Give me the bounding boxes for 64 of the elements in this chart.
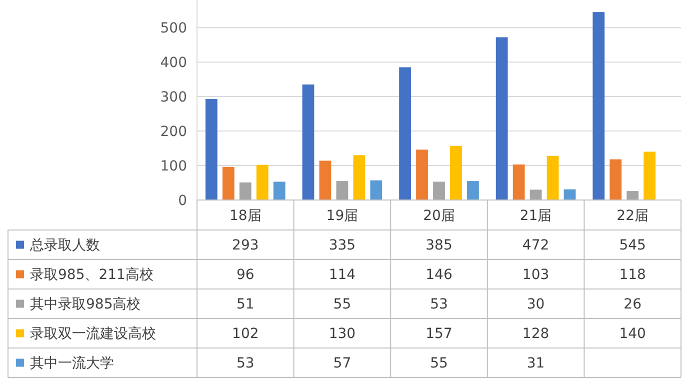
bar bbox=[205, 98, 218, 200]
data-label: 55 bbox=[333, 296, 352, 313]
data-label: 55 bbox=[430, 356, 448, 372]
data-label: 51 bbox=[236, 296, 254, 313]
data-label: 53 bbox=[430, 296, 448, 313]
bar bbox=[530, 190, 542, 200]
data-label: 102 bbox=[232, 326, 259, 342]
bar bbox=[222, 166, 234, 200]
data-label: 146 bbox=[426, 267, 452, 284]
bar bbox=[626, 191, 639, 200]
legend-label: 录取双一流建设高校 bbox=[30, 326, 156, 342]
data-label: 157 bbox=[426, 326, 452, 342]
x-tick-label: 18届 bbox=[229, 208, 262, 224]
data-label: 26 bbox=[624, 296, 642, 313]
bar bbox=[512, 164, 525, 200]
x-tick-label: 22届 bbox=[616, 208, 649, 224]
legend-label: 录取985、211高校 bbox=[30, 267, 154, 284]
y-tick-label: 200 bbox=[160, 124, 187, 140]
data-label: 30 bbox=[526, 296, 545, 313]
y-tick-label: 300 bbox=[160, 89, 187, 106]
data-label: 385 bbox=[426, 238, 452, 254]
bar bbox=[564, 189, 576, 200]
legend-label: 总录取人数 bbox=[29, 238, 100, 254]
data-label: 140 bbox=[619, 326, 646, 342]
data-label: 31 bbox=[526, 356, 545, 372]
bar bbox=[399, 67, 411, 200]
data-label: 53 bbox=[236, 356, 254, 372]
bar bbox=[302, 84, 314, 200]
data-label: 96 bbox=[236, 267, 254, 284]
data-label: 114 bbox=[328, 267, 356, 284]
y-tick-label: 100 bbox=[160, 158, 187, 174]
data-label: 335 bbox=[328, 238, 356, 254]
data-label: 103 bbox=[522, 267, 550, 284]
legend-label: 其中录取985高校 bbox=[30, 296, 141, 313]
x-tick-label: 19届 bbox=[326, 208, 358, 224]
data-label: 128 bbox=[522, 326, 550, 342]
bar bbox=[353, 155, 366, 200]
y-tick-label: 500 bbox=[160, 20, 187, 36]
data-label: 545 bbox=[619, 238, 646, 254]
bar bbox=[450, 146, 462, 200]
bar bbox=[592, 12, 605, 200]
data-label: 130 bbox=[328, 326, 356, 342]
data-label: 57 bbox=[333, 356, 352, 372]
data-label: 472 bbox=[522, 238, 550, 254]
x-tick-label: 21届 bbox=[520, 208, 552, 224]
bar bbox=[467, 181, 479, 200]
bar bbox=[319, 160, 332, 200]
y-tick-label: 400 bbox=[160, 54, 187, 71]
bar bbox=[433, 182, 445, 200]
bar bbox=[546, 156, 559, 200]
bar bbox=[336, 181, 348, 200]
y-tick-label: 0 bbox=[178, 192, 187, 209]
bar bbox=[370, 180, 382, 200]
data-label: 293 bbox=[232, 238, 259, 254]
bar bbox=[496, 37, 508, 200]
legend-label: 其中一流大学 bbox=[30, 356, 114, 372]
x-tick-label: 20届 bbox=[423, 208, 455, 224]
bar bbox=[416, 150, 428, 200]
bar bbox=[256, 164, 268, 200]
bar bbox=[273, 182, 286, 200]
bar bbox=[644, 152, 656, 200]
bar bbox=[610, 159, 622, 200]
data-label: 118 bbox=[619, 267, 646, 284]
bar bbox=[239, 182, 252, 200]
